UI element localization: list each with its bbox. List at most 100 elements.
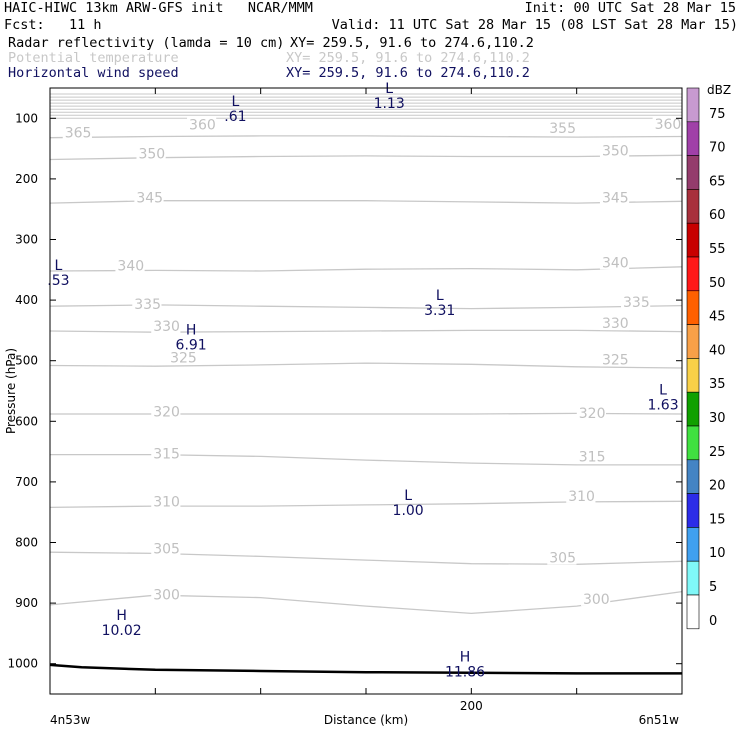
wind-extremum-type: L bbox=[385, 81, 393, 97]
colorbar-label: 30 bbox=[709, 411, 726, 426]
contour-label-layer: 365 360 355 360 350 350 345 345 340 340 335 335 330 3… bbox=[62, 116, 682, 608]
theta-label-bg bbox=[151, 446, 181, 461]
theta-label: 360 bbox=[655, 117, 682, 133]
field-xy-theta: XY= 259.5, 91.6 to 274.6,110.2 bbox=[286, 50, 530, 66]
theta-label-bg bbox=[115, 258, 145, 273]
colorbar-swatch bbox=[686, 155, 700, 190]
colorbar-label: 40 bbox=[709, 343, 726, 358]
colorbar-label: 35 bbox=[709, 377, 726, 392]
terrain-line bbox=[49, 663, 682, 675]
colorbar-label: 60 bbox=[709, 208, 726, 223]
y-tick-label: 200 bbox=[15, 172, 38, 186]
theta-label: 320 bbox=[153, 405, 180, 421]
theta-label-bg bbox=[566, 488, 596, 503]
isentrope-305 bbox=[49, 551, 683, 565]
theta-label-bg bbox=[576, 449, 606, 464]
x-left-endpoint: 4n53w bbox=[50, 713, 91, 727]
y-tick-label: 800 bbox=[15, 536, 38, 550]
theta-label-bg bbox=[132, 296, 162, 311]
theta-label-bg bbox=[599, 143, 630, 158]
colorbar-label: 70 bbox=[709, 141, 726, 156]
wind-extremum-type: L bbox=[404, 488, 412, 504]
theta-label-bg bbox=[151, 587, 181, 602]
wind-extremum-type: H bbox=[460, 649, 471, 665]
wind-extremum-value: .53 bbox=[47, 273, 69, 289]
axes-layer: 100 200 300 400 500 600 700 800 900 1000 200 bbox=[7, 88, 682, 713]
wind-extremum-type: L bbox=[231, 94, 239, 110]
isentrope-330 bbox=[49, 329, 683, 333]
theta-label-bg bbox=[151, 541, 181, 556]
theta-label-bg bbox=[547, 121, 577, 136]
colorbar-label: 5 bbox=[709, 580, 717, 595]
field-xy-reflectivity: XY= 259.5, 91.6 to 274.6,110.2 bbox=[290, 35, 534, 51]
colorbar-swatch bbox=[686, 459, 700, 494]
y-tick-label: 400 bbox=[15, 293, 38, 307]
y-tick-label: 1000 bbox=[7, 657, 38, 671]
colorbar-swatch bbox=[686, 121, 700, 156]
colorbar-swatch bbox=[686, 425, 700, 461]
colorbar-label: 10 bbox=[709, 546, 726, 561]
theta-label-bg bbox=[599, 352, 630, 367]
field-label-wind: Horizontal wind speed bbox=[8, 65, 179, 81]
theta-label-bg bbox=[187, 117, 217, 132]
theta-label: 335 bbox=[623, 295, 650, 311]
wind-extremum-type: H bbox=[186, 323, 197, 339]
theta-label-bg bbox=[580, 591, 611, 606]
theta-label: 305 bbox=[549, 551, 576, 567]
wind-extremum-type: L bbox=[659, 383, 667, 399]
theta-label: 310 bbox=[153, 494, 180, 510]
theta-label-bg bbox=[136, 146, 166, 161]
colorbar-label: 15 bbox=[709, 512, 726, 527]
theta-label-bg bbox=[168, 350, 198, 365]
wind-extremum-value: 6.91 bbox=[176, 338, 207, 354]
wind-extremum-type: L bbox=[55, 258, 63, 274]
wind-extremum-type: L bbox=[436, 288, 444, 304]
theta-label-bg bbox=[599, 316, 630, 331]
colorbar-unit: dBZ bbox=[707, 83, 731, 97]
field-xy-wind: XY= 259.5, 91.6 to 274.6,110.2 bbox=[286, 65, 530, 81]
theta-label: 325 bbox=[602, 353, 629, 369]
isentrope-layer bbox=[49, 93, 683, 615]
theta-label: 355 bbox=[549, 121, 576, 137]
wind-extremum-value: 1.13 bbox=[374, 96, 405, 112]
colorbar-swatch bbox=[686, 527, 700, 562]
x-tick-label: 200 bbox=[460, 699, 483, 713]
colorbar-label: 45 bbox=[709, 310, 726, 325]
colorbar-swatch bbox=[686, 594, 700, 630]
theta-label: 330 bbox=[153, 319, 180, 335]
theta-label: 365 bbox=[65, 125, 92, 141]
wind-extremum-type: H bbox=[116, 608, 127, 624]
isentrope-340 bbox=[49, 266, 683, 272]
colorbar-swatch bbox=[686, 189, 700, 224]
colorbar-swatch bbox=[686, 324, 700, 359]
wind-extremum-value: 1.63 bbox=[647, 398, 678, 414]
y-axis-label: Pressure (hPa) bbox=[4, 348, 18, 434]
y-tick-label: 300 bbox=[15, 233, 38, 247]
theta-label: 300 bbox=[153, 588, 180, 604]
theta-label-bg bbox=[151, 404, 181, 419]
wind-extremum-value: 10.02 bbox=[102, 623, 142, 639]
y-tick-label: 100 bbox=[15, 111, 38, 125]
y-tick-label: 600 bbox=[15, 414, 38, 428]
field-label-theta: Potential temperature bbox=[8, 50, 179, 66]
colorbar-swatch bbox=[686, 391, 700, 427]
theta-label-bg bbox=[151, 494, 181, 509]
theta-label: 360 bbox=[189, 117, 216, 133]
x-right-endpoint: 6n51w bbox=[639, 713, 680, 727]
wind-extrema-layer: L1.13L.61L.53L3.31H6.91L1.63L1.00H10.02H… bbox=[47, 81, 678, 680]
theta-label-bg bbox=[62, 125, 92, 140]
wind-extremum-value: 1.00 bbox=[393, 503, 424, 519]
theta-label: 340 bbox=[117, 259, 144, 275]
colorbar-swatch bbox=[686, 358, 700, 393]
colorbar-label: 20 bbox=[709, 479, 726, 494]
theta-label-bg bbox=[576, 405, 606, 420]
colorbar-label: 75 bbox=[709, 107, 726, 122]
terrain-layer bbox=[49, 663, 682, 675]
theta-label-bg bbox=[621, 294, 651, 309]
forecast-hour: Fcst: 11 h bbox=[4, 17, 102, 33]
isentrope-355 bbox=[49, 135, 683, 139]
colorbar-label: 50 bbox=[709, 276, 726, 291]
theta-label-bg bbox=[547, 550, 577, 565]
theta-label-bg bbox=[652, 116, 682, 131]
